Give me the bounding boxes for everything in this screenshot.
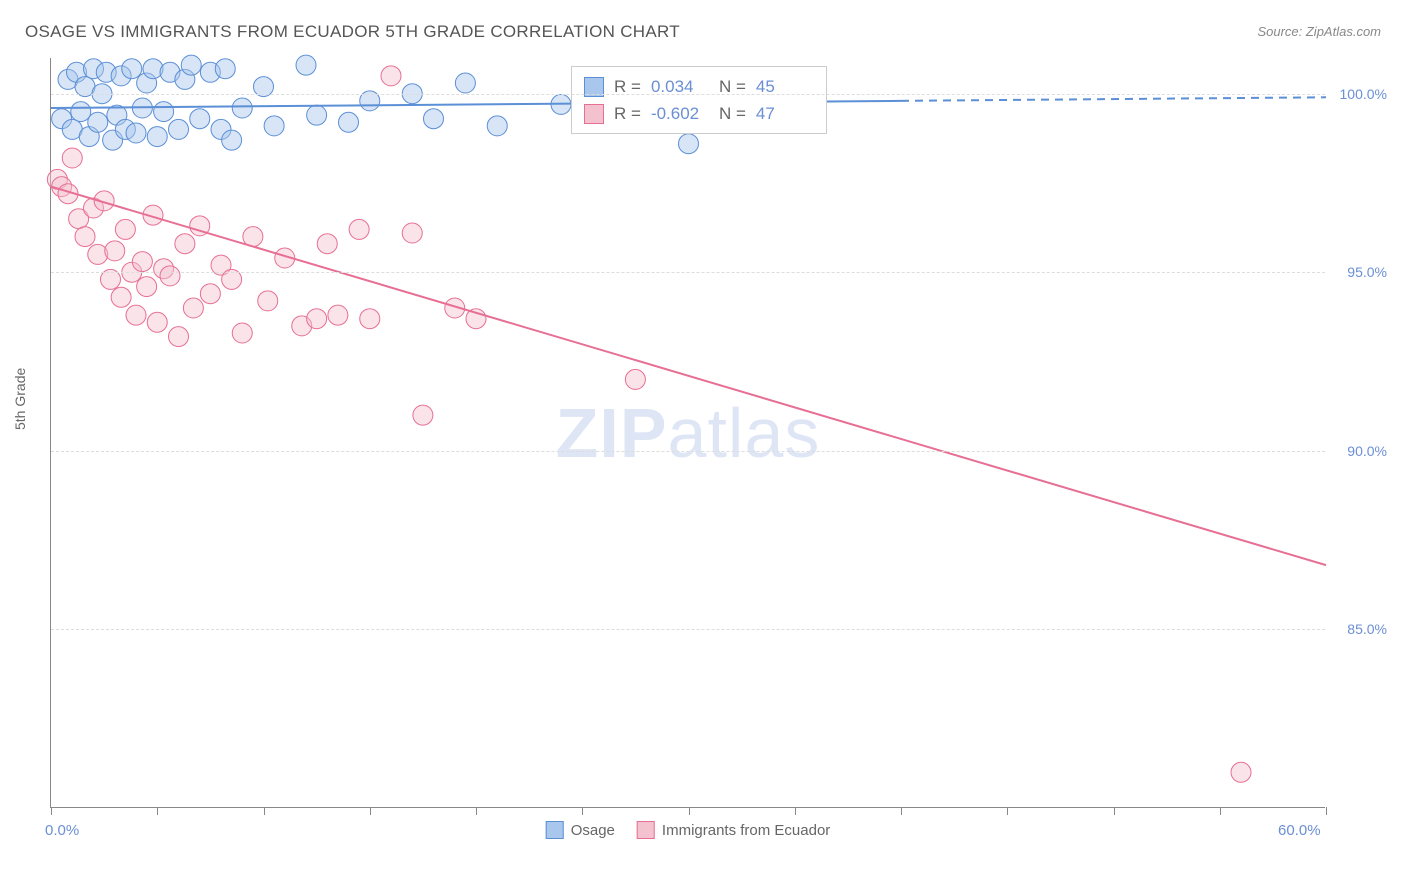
data-point (455, 73, 475, 93)
source-label: Source: ZipAtlas.com (1257, 24, 1381, 39)
legend-item-osage: Osage (546, 821, 615, 839)
data-point (307, 105, 327, 125)
data-point (360, 309, 380, 329)
data-point (413, 405, 433, 425)
legend: Osage Immigrants from Ecuador (546, 821, 831, 839)
data-point (62, 148, 82, 168)
data-point (307, 309, 327, 329)
data-point (264, 116, 284, 136)
data-point (296, 55, 316, 75)
chart-title: OSAGE VS IMMIGRANTS FROM ECUADOR 5TH GRA… (25, 22, 680, 42)
x-tick (1326, 807, 1327, 815)
data-point (487, 116, 507, 136)
correlation-chart: OSAGE VS IMMIGRANTS FROM ECUADOR 5TH GRA… (0, 0, 1406, 892)
data-point (175, 234, 195, 254)
data-point (132, 252, 152, 272)
x-tick (370, 807, 371, 815)
y-tick-label: 85.0% (1347, 621, 1387, 637)
x-tick (1007, 807, 1008, 815)
data-point (147, 312, 167, 332)
data-point (115, 219, 135, 239)
data-point (71, 102, 91, 122)
data-point (215, 59, 235, 79)
legend-swatch-osage (546, 821, 564, 839)
data-point (154, 102, 174, 122)
x-tick (582, 807, 583, 815)
data-point (181, 55, 201, 75)
y-tick-label: 100.0% (1340, 86, 1387, 102)
plot-area: ZIPatlas R = 0.034 N = 45 R = -0.602 N =… (50, 58, 1325, 808)
data-point (190, 109, 210, 129)
data-point (328, 305, 348, 325)
data-point (169, 327, 189, 347)
trend-line-dashed (901, 97, 1326, 101)
swatch-ecuador (584, 104, 604, 124)
gridline (51, 94, 1325, 95)
x-tick (901, 807, 902, 815)
data-point (122, 59, 142, 79)
data-point (183, 298, 203, 318)
trend-line (51, 187, 1326, 566)
data-point (317, 234, 337, 254)
data-point (339, 112, 359, 132)
x-tick-label: 60.0% (1278, 822, 1321, 839)
data-point (402, 223, 422, 243)
legend-label: Immigrants from Ecuador (662, 822, 830, 839)
x-tick (795, 807, 796, 815)
x-tick (1114, 807, 1115, 815)
data-point (126, 123, 146, 143)
data-point (232, 98, 252, 118)
x-tick (157, 807, 158, 815)
data-point (137, 277, 157, 297)
legend-item-ecuador: Immigrants from Ecuador (637, 821, 830, 839)
stats-row-ecuador: R = -0.602 N = 47 (584, 100, 814, 127)
data-point (222, 130, 242, 150)
data-point (381, 66, 401, 86)
gridline (51, 272, 1325, 273)
data-point (169, 119, 189, 139)
data-point (349, 219, 369, 239)
data-point (147, 127, 167, 147)
data-point (679, 134, 699, 154)
data-point (258, 291, 278, 311)
data-point (232, 323, 252, 343)
y-tick-label: 95.0% (1347, 264, 1387, 280)
stats-box: R = 0.034 N = 45 R = -0.602 N = 47 (571, 66, 827, 134)
y-tick-label: 90.0% (1347, 443, 1387, 459)
stats-row-osage: R = 0.034 N = 45 (584, 73, 814, 100)
data-point (200, 284, 220, 304)
data-point (160, 266, 180, 286)
data-point (111, 287, 131, 307)
x-tick (264, 807, 265, 815)
data-point (105, 241, 125, 261)
data-point (625, 369, 645, 389)
legend-swatch-ecuador (637, 821, 655, 839)
legend-label: Osage (571, 822, 615, 839)
x-tick (51, 807, 52, 815)
data-point (143, 59, 163, 79)
y-axis-label: 5th Grade (12, 368, 28, 430)
data-point (1231, 762, 1251, 782)
data-point (88, 112, 108, 132)
gridline (51, 451, 1325, 452)
data-point (88, 244, 108, 264)
x-tick (689, 807, 690, 815)
data-point (75, 227, 95, 247)
x-tick-label: 0.0% (45, 822, 79, 839)
gridline (51, 629, 1325, 630)
chart-svg (51, 58, 1325, 807)
x-tick (1220, 807, 1221, 815)
x-tick (476, 807, 477, 815)
data-point (126, 305, 146, 325)
data-point (424, 109, 444, 129)
